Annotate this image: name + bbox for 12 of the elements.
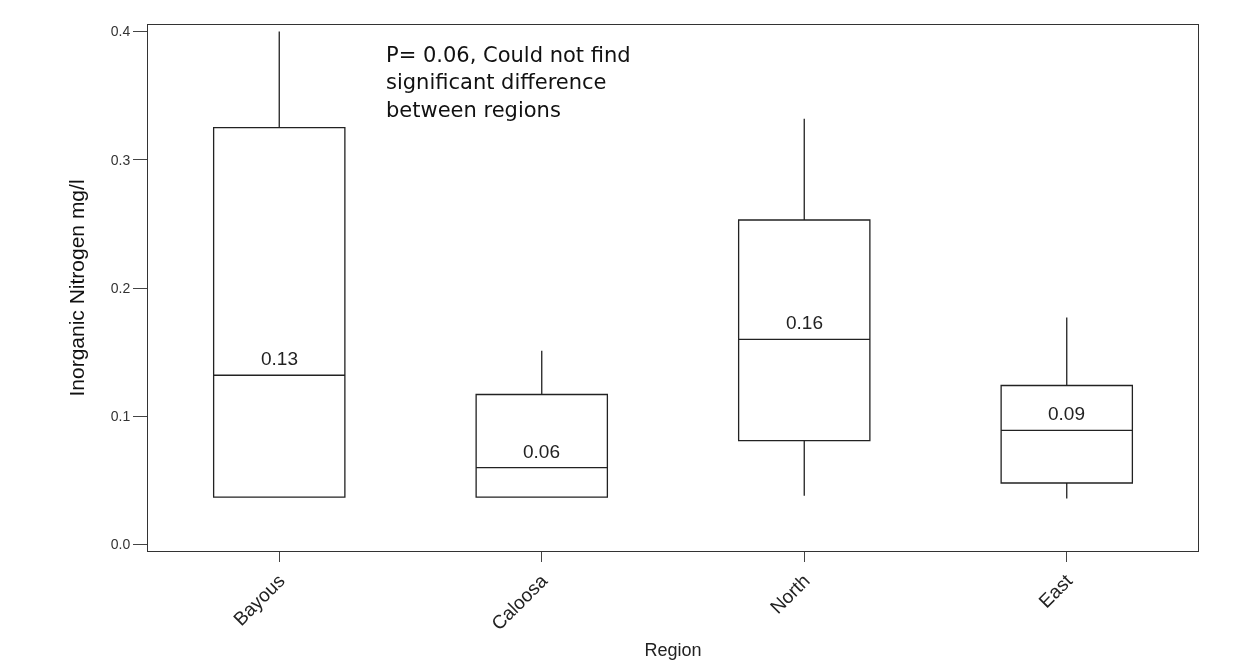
y-tick-label: 0.2 [110, 279, 131, 296]
annotation: P= 0.06, Could not find significant difference between regions [386, 43, 631, 122]
y-tick-label: 0.4 [110, 23, 131, 40]
y-tick-label: 0.3 [110, 151, 131, 168]
annotation: 0.13 [261, 348, 298, 369]
annotation: 0.06 [523, 441, 560, 462]
y-tick-label: 0.0 [110, 536, 131, 553]
x-axis-title: Region [644, 640, 702, 661]
annotation: 0.16 [786, 312, 823, 333]
y-tick-label: 0.1 [110, 408, 131, 425]
annotation: 0.09 [1048, 403, 1085, 424]
y-axis-title: Inorganic Nitrogen mg/l [64, 179, 88, 397]
